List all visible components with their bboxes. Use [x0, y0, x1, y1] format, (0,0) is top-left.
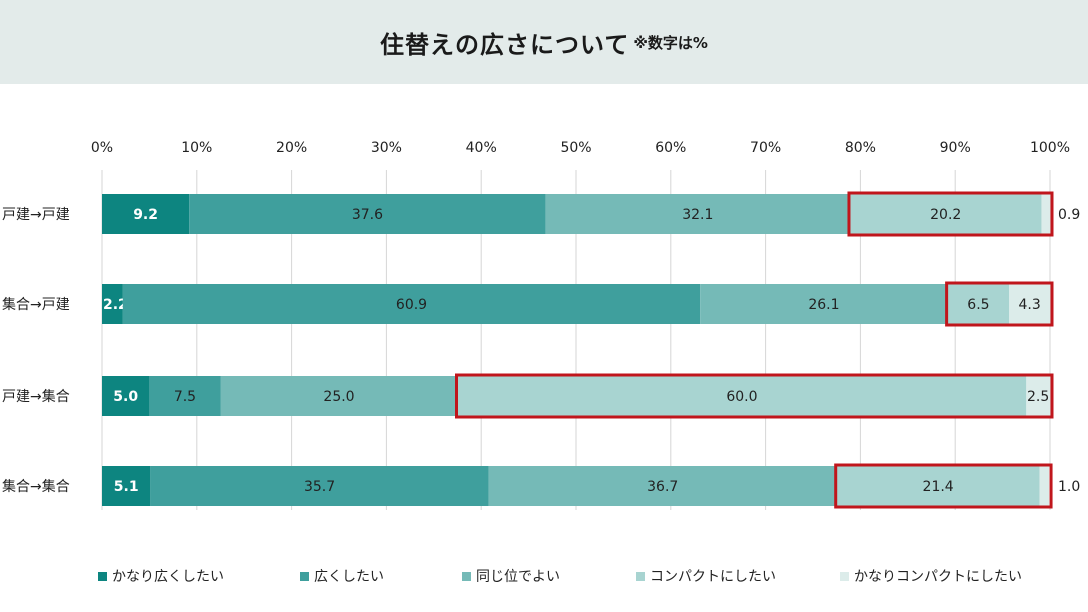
x-tick-label: 0% [91, 140, 113, 156]
bar-segment [102, 466, 151, 506]
chart-title: 住替えの広さについて [380, 30, 630, 59]
data-label: 25.0 [323, 389, 354, 405]
bar-segment [1026, 376, 1050, 416]
bar-segment [849, 194, 1042, 234]
data-label: 5.0 [113, 389, 138, 405]
legend-item: かなりコンパクトにしたい [840, 566, 1022, 586]
x-tick-label: 90% [940, 140, 971, 156]
legend-label: 広くしたい [314, 569, 384, 585]
x-tick-label: 60% [655, 140, 686, 156]
legend-label: かなり広くしたい [112, 569, 224, 585]
highlight-box [455, 373, 1054, 419]
x-tick-label: 100% [1030, 140, 1070, 156]
data-label: 0.9 [1058, 207, 1080, 223]
bar-segment [189, 194, 546, 234]
bar-segment [457, 376, 1027, 416]
legend-swatch [462, 571, 471, 581]
bar-segment [149, 376, 221, 416]
data-label: 35.7 [304, 479, 335, 495]
x-tick-label: 10% [181, 140, 212, 156]
data-label: 21.4 [923, 479, 954, 495]
category-label: 戸建→集合 [2, 388, 70, 405]
category-label: 集合→戸建 [2, 296, 70, 313]
bar-segment [1041, 194, 1050, 234]
chart-title-note: ※数字は% [633, 33, 708, 52]
legend-swatch [636, 571, 645, 581]
data-label: 2.5 [1027, 389, 1049, 405]
bar-segment [488, 466, 837, 506]
data-label: 9.2 [133, 207, 158, 223]
data-label: 32.1 [682, 207, 713, 223]
bar-segment [102, 376, 150, 416]
legend-label: コンパクトにしたい [650, 569, 776, 585]
bar-segment [700, 284, 948, 324]
highlight-box [945, 281, 1054, 327]
category-label: 戸建→戸建 [2, 207, 70, 223]
data-label: 5.1 [114, 479, 139, 495]
bar-segment [150, 466, 489, 506]
data-label: 60.9 [396, 297, 427, 313]
x-tick-label: 50% [560, 140, 591, 156]
bar-segment [1039, 466, 1050, 506]
x-tick-label: 30% [371, 140, 402, 156]
bar-segment [220, 376, 458, 416]
data-label: 20.2 [930, 207, 961, 223]
legend-swatch [300, 571, 309, 581]
bar-segment [102, 194, 190, 234]
x-tick-label: 40% [466, 140, 497, 156]
legend-item: コンパクトにしたい [636, 566, 776, 586]
data-label: 2.2 [103, 297, 128, 313]
x-tick-label: 20% [276, 140, 307, 156]
legend-swatch [840, 571, 849, 581]
stacked-bar-chart: 0% 10% 20% 30% 40% 50% 60% 70% 80% 90% 100% 戸建→戸建 9.… [2, 140, 1080, 510]
data-label: 1.0 [1058, 479, 1080, 495]
legend-item: 広くしたい [300, 566, 384, 586]
data-label: 7.5 [174, 389, 196, 405]
bar-segment [836, 466, 1040, 506]
highlight-box [834, 463, 1053, 509]
legend-label: 同じ位でよい [476, 569, 560, 585]
data-label: 36.7 [647, 479, 678, 495]
data-label: 4.3 [1018, 297, 1040, 313]
data-label: 37.6 [352, 207, 383, 223]
legend-item: 同じ位でよい [462, 566, 560, 586]
bar-segment [122, 284, 701, 324]
legend-swatch [98, 571, 107, 581]
bar-segment [102, 284, 123, 324]
x-tick-label: 80% [845, 140, 876, 156]
legend-label: かなりコンパクトにしたい [854, 569, 1022, 585]
x-tick-label: 70% [750, 140, 781, 156]
data-label: 60.0 [726, 389, 757, 405]
bar-segment [947, 284, 1010, 324]
highlight-box [847, 191, 1054, 237]
data-label: 26.1 [808, 297, 839, 313]
bar-segment [1009, 284, 1050, 324]
data-label: 6.5 [967, 297, 989, 313]
category-label: 集合→集合 [2, 478, 70, 495]
legend-item: かなり広くしたい [98, 566, 224, 586]
chart-legend: かなり広くしたい 広くしたい 同じ位でよい コンパクトにしたい かなりコンパクトにしたい [0, 560, 1088, 590]
title-bar: 住替えの広さについて ※数字は% [0, 0, 1088, 84]
bar-segment [545, 194, 850, 234]
